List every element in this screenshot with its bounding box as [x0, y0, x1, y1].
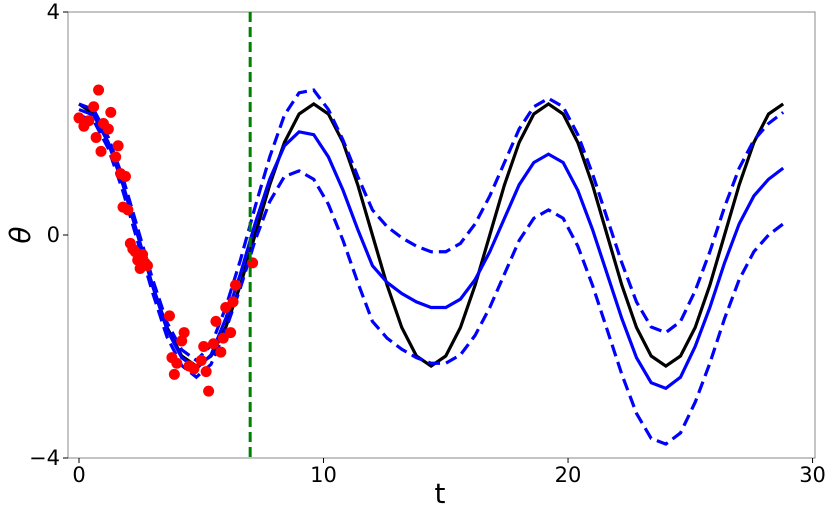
data-point	[203, 385, 215, 397]
data-point	[137, 249, 149, 261]
data-point	[171, 357, 183, 369]
data-point	[93, 84, 105, 96]
data-point	[200, 366, 212, 378]
line	[78, 102, 785, 368]
data-point	[178, 327, 190, 339]
data-point	[119, 170, 131, 182]
data-point	[168, 368, 180, 380]
data-point	[105, 106, 117, 118]
data-point	[176, 335, 188, 347]
data-point	[102, 123, 114, 135]
plot-frame	[67, 11, 816, 459]
y-tick-label: −4	[29, 446, 60, 470]
data-point	[73, 112, 85, 124]
data-point	[112, 140, 124, 152]
line	[78, 108, 785, 391]
data-point	[188, 363, 200, 375]
data-point	[141, 260, 153, 272]
data-point	[90, 131, 102, 143]
data-point	[210, 315, 222, 327]
data-point	[198, 341, 210, 352]
x-tick-label: 30	[799, 463, 826, 487]
data-point	[215, 346, 227, 358]
x-tick-label: 10	[310, 463, 337, 487]
data-point	[95, 145, 107, 157]
data-point	[88, 101, 100, 113]
data-point	[195, 354, 207, 366]
line	[78, 88, 785, 363]
y-tick-label: 0	[47, 223, 60, 247]
y-axis-label: θ	[4, 226, 37, 243]
x-tick-label: 20	[555, 463, 582, 487]
line	[78, 113, 785, 446]
data-point	[122, 204, 134, 216]
data-point	[227, 296, 239, 308]
data-point	[163, 310, 175, 322]
data-point	[207, 338, 219, 350]
x-axis-label: t	[435, 477, 446, 510]
x-tick-label: 0	[72, 463, 85, 487]
data-point	[110, 151, 122, 163]
data-point	[229, 279, 241, 291]
y-tick-label: 4	[47, 0, 60, 24]
data-point	[83, 115, 95, 127]
data-point	[225, 327, 237, 339]
